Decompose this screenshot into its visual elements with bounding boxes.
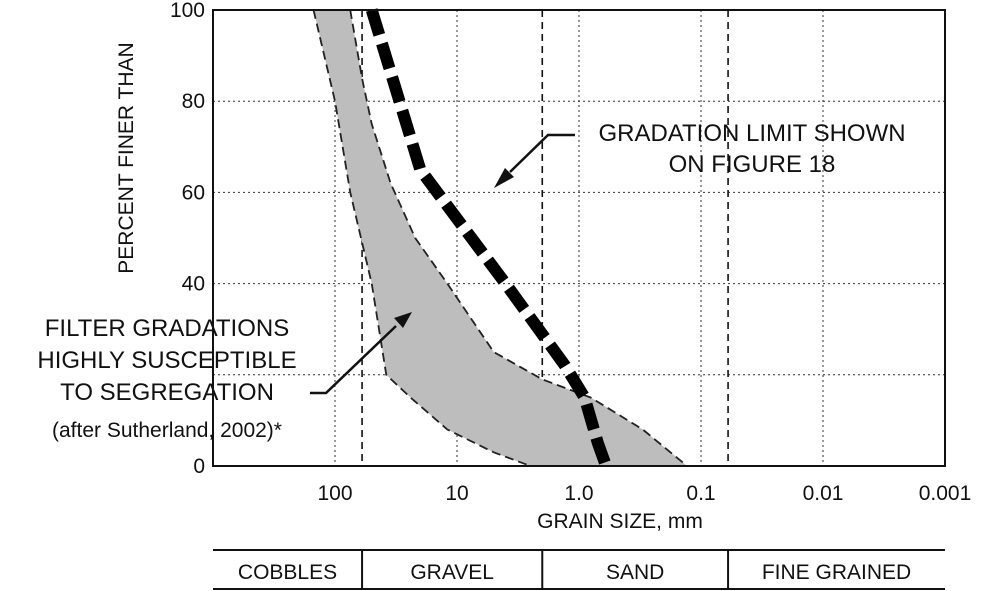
category-label: COBBLES [238,561,337,584]
band-fine-edge [349,9,688,467]
plot-frame [212,9,946,467]
band-coarse-edge [312,9,531,467]
gradation-limit-line [365,8,612,469]
band-annotation-line: FILTER GRADATIONS [45,315,289,342]
segregation-band [313,10,688,466]
x-tick-label: 10 [445,482,468,505]
y-tick-label: 100 [170,0,205,22]
y-tick-label: 0 [193,455,205,478]
band-leader-arrowhead [394,312,412,328]
y-tick-label: 60 [182,181,205,204]
category-label: GRAVEL [410,561,494,584]
x-axis-title: GRAIN SIZE, mm [537,510,703,533]
band-annotation-line: HIGHLY SUSCEPTIBLE [37,347,296,374]
band-leader-line [310,325,397,395]
limit-leader-line [509,133,575,173]
x-tick-label: 1.0 [564,482,593,505]
x-tick-label: 0.01 [803,482,844,505]
band-annotation-line: TO SEGREGATION [60,379,274,406]
band-annotation-line: (after Sutherland, 2002)* [52,419,282,442]
y-tick-label: 40 [182,273,205,296]
x-tick-label: 100 [317,482,352,505]
limit-leader-arrowhead [494,168,514,188]
limit-annotation-line: ON FIGURE 18 [669,151,836,178]
y-axis-title: PERCENT FINER THAN [115,42,138,273]
x-tick-label: 0.001 [919,482,972,505]
y-tick-label: 80 [182,90,205,113]
x-tick-label: 0.1 [686,482,715,505]
category-label: SAND [606,561,664,584]
category-label: FINE GRAINED [762,561,911,584]
limit-annotation-line: GRADATION LIMIT SHOWN [598,120,905,147]
